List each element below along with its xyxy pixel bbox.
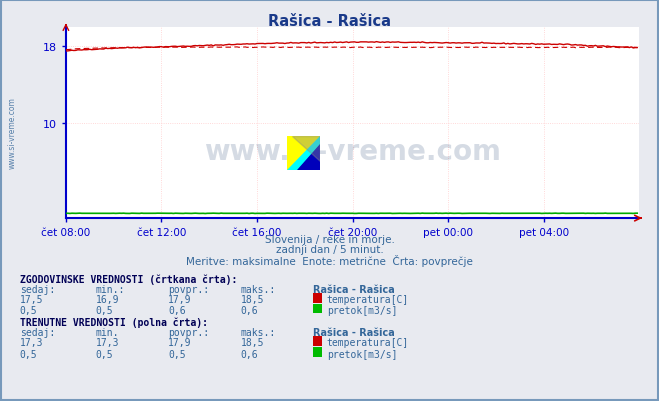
Text: 0,5: 0,5: [20, 349, 38, 359]
Polygon shape: [287, 136, 320, 170]
Text: 0,6: 0,6: [241, 349, 258, 359]
Text: 0,6: 0,6: [241, 306, 258, 316]
Text: 17,3: 17,3: [96, 338, 119, 348]
Text: 18,5: 18,5: [241, 338, 264, 348]
Text: 17,5: 17,5: [20, 295, 43, 305]
Text: 0,5: 0,5: [96, 349, 113, 359]
Text: sedaj:: sedaj:: [20, 284, 55, 294]
Text: www.si-vreme.com: www.si-vreme.com: [204, 138, 501, 166]
Text: temperatura[C]: temperatura[C]: [327, 338, 409, 348]
Text: 0,5: 0,5: [96, 306, 113, 316]
Text: www.si-vreme.com: www.si-vreme.com: [8, 97, 17, 168]
Text: min.: min.: [96, 327, 119, 337]
Text: Rašica - Rašica: Rašica - Rašica: [268, 14, 391, 29]
Text: Meritve: maksimalne  Enote: metrične  Črta: povprečje: Meritve: maksimalne Enote: metrične Črta…: [186, 255, 473, 267]
Text: Rašica - Rašica: Rašica - Rašica: [313, 284, 395, 294]
Text: 16,9: 16,9: [96, 295, 119, 305]
Text: 18,5: 18,5: [241, 295, 264, 305]
Text: pretok[m3/s]: pretok[m3/s]: [327, 349, 397, 359]
Text: ZGODOVINSKE VREDNOSTI (črtkana črta):: ZGODOVINSKE VREDNOSTI (črtkana črta):: [20, 273, 237, 284]
Text: povpr.:: povpr.:: [168, 284, 209, 294]
Text: min.:: min.:: [96, 284, 125, 294]
Polygon shape: [297, 145, 320, 170]
Text: sedaj:: sedaj:: [20, 327, 55, 337]
Text: 17,9: 17,9: [168, 338, 192, 348]
Text: 0,6: 0,6: [168, 306, 186, 316]
Text: Rašica - Rašica: Rašica - Rašica: [313, 327, 395, 337]
Text: 17,9: 17,9: [168, 295, 192, 305]
Text: 0,5: 0,5: [20, 306, 38, 316]
Polygon shape: [292, 136, 320, 162]
Text: pretok[m3/s]: pretok[m3/s]: [327, 306, 397, 316]
Text: maks.:: maks.:: [241, 327, 275, 337]
Text: povpr.:: povpr.:: [168, 327, 209, 337]
Text: maks.:: maks.:: [241, 284, 275, 294]
Text: zadnji dan / 5 minut.: zadnji dan / 5 minut.: [275, 245, 384, 255]
Text: 17,3: 17,3: [20, 338, 43, 348]
Text: 0,5: 0,5: [168, 349, 186, 359]
Text: Slovenija / reke in morje.: Slovenija / reke in morje.: [264, 235, 395, 245]
Text: TRENUTNE VREDNOSTI (polna črta):: TRENUTNE VREDNOSTI (polna črta):: [20, 317, 208, 327]
Text: temperatura[C]: temperatura[C]: [327, 295, 409, 305]
